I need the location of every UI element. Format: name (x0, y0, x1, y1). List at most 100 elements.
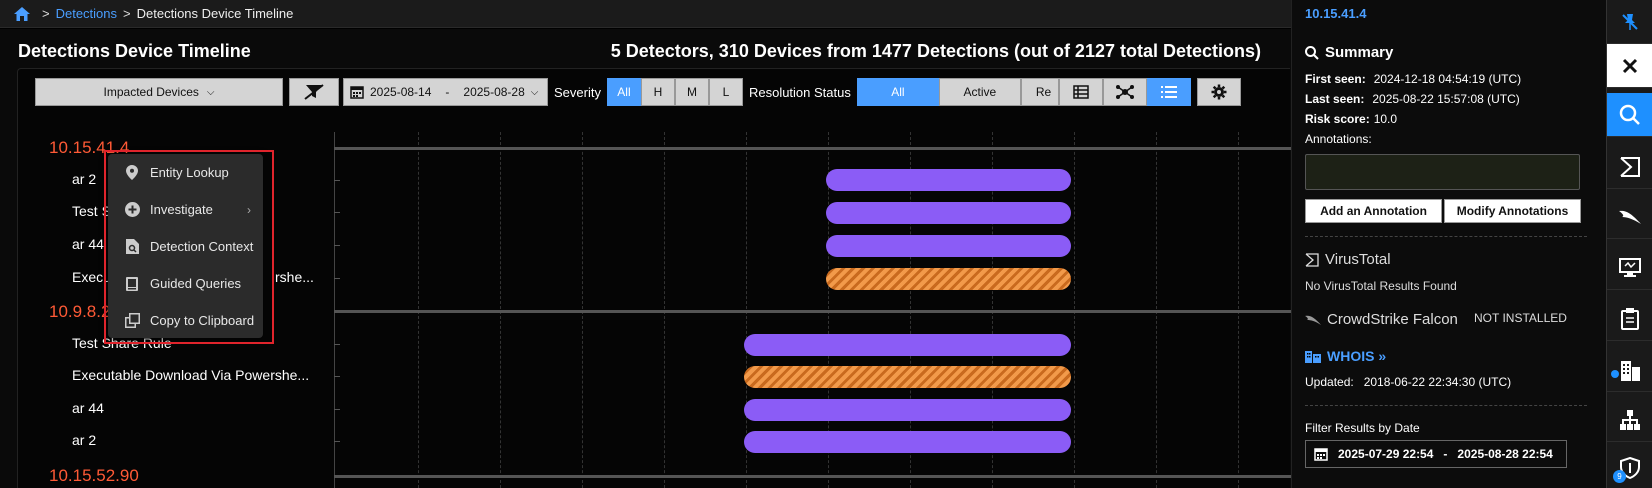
menu-detection-context[interactable]: Detection Context (108, 228, 263, 265)
filter-date-range[interactable]: 2025-07-29 22:54 - 2025-08-28 22:54 (1305, 440, 1567, 468)
detection-bar-hatched[interactable] (826, 268, 1071, 290)
menu-label: Detection Context (150, 239, 254, 254)
breadcrumb-current: Detections Device Timeline (136, 6, 294, 21)
row-tick (334, 245, 340, 246)
risk-score-value: 10.0 (1373, 112, 1398, 126)
network-tab[interactable] (1607, 398, 1652, 442)
whois-link[interactable]: WHOIS » (1305, 348, 1386, 364)
device-label[interactable]: 10.9.8.2 (49, 302, 111, 321)
clipboard-tab[interactable] (1607, 297, 1652, 341)
detector-label[interactable]: ar 44 (72, 236, 104, 252)
resolution-resolved[interactable]: Re (1020, 78, 1059, 106)
plus-circle-icon (124, 202, 140, 217)
virustotal-tab[interactable] (1607, 145, 1652, 189)
clipboard-icon (1621, 307, 1639, 330)
detection-bar[interactable] (826, 202, 1071, 224)
calendar-icon (350, 86, 364, 99)
detector-label[interactable]: ar 44 (72, 400, 104, 416)
filter-date-separator: - (1443, 447, 1448, 461)
resolution-label: Resolution Status (748, 84, 851, 100)
settings-button[interactable] (1196, 78, 1241, 106)
menu-guided-queries[interactable]: Guided Queries (108, 265, 263, 302)
summary-ip[interactable]: 10.15.41.4 (1305, 6, 1367, 21)
detection-bar-hatched[interactable] (744, 366, 1071, 388)
chevron-down-icon: ⌵ (530, 86, 539, 98)
view-dropdown-label: Impacted Devices (103, 85, 199, 99)
detection-bar[interactable] (826, 169, 1071, 191)
copy-icon (124, 313, 140, 328)
breadcrumb-detections-link[interactable]: Detections (55, 6, 118, 21)
device-label[interactable]: 10.15.52.90 (49, 466, 139, 485)
row-tick (334, 212, 340, 213)
detection-bar[interactable] (744, 399, 1071, 421)
home-icon[interactable] (14, 6, 30, 21)
virustotal-icon (1620, 156, 1640, 177)
virustotal-result: No VirusTotal Results Found (1305, 279, 1457, 293)
first-seen-value: 2024-12-18 04:54:19 (UTC) (1373, 72, 1522, 86)
detection-bar[interactable] (744, 431, 1071, 453)
annotations-field[interactable] (1305, 154, 1580, 190)
building-tab[interactable] (1607, 348, 1652, 392)
device-separator (334, 147, 1291, 150)
page-title: Detections Device Timeline (18, 41, 251, 61)
crowdstrike-tab[interactable] (1607, 195, 1652, 239)
monitor-tab[interactable] (1607, 246, 1652, 290)
resolution-active[interactable]: Active (938, 78, 1021, 106)
severity-medium[interactable]: M (674, 78, 709, 106)
breadcrumb-separator: > (123, 6, 131, 21)
close-button[interactable] (1607, 44, 1652, 88)
timeline-view-button[interactable] (1146, 78, 1191, 106)
toolbar: Impacted Devices ⌵ 2025-08-14 - 2025-08-… (35, 78, 1241, 106)
divider (1305, 236, 1587, 237)
menu-entity-lookup[interactable]: Entity Lookup (108, 154, 263, 191)
pin-off-button[interactable] (1607, 0, 1652, 44)
last-seen-value: 2025-08-22 15:57:08 (UTC) (1372, 92, 1520, 106)
device-separator (334, 475, 1291, 478)
detector-label[interactable]: Executable Download Via Powershe... (72, 367, 310, 383)
network-graph-icon (1115, 85, 1134, 99)
severity-all[interactable]: All (606, 78, 641, 106)
first-seen-label: First seen: (1305, 72, 1366, 86)
crowdstrike-status: NOT INSTALLED (1474, 311, 1567, 325)
search-icon (1305, 45, 1319, 60)
list-icon (1160, 86, 1177, 98)
date-separator: - (445, 85, 450, 99)
detector-label[interactable]: ar 2 (72, 432, 97, 448)
detection-bar[interactable] (744, 334, 1071, 356)
breadcrumb-separator: > (42, 6, 50, 21)
add-annotation-button[interactable]: Add an Annotation (1305, 199, 1442, 223)
crowdstrike-label: CrowdStrike Falcon (1327, 311, 1458, 328)
resolution-all[interactable]: All (856, 78, 939, 106)
shield-tab[interactable]: 9 (1607, 446, 1652, 488)
calendar-icon (1314, 448, 1328, 461)
device-separator (334, 310, 1291, 313)
filter-date-end: 2025-08-28 22:54 (1457, 447, 1553, 461)
clear-filter-button[interactable] (289, 78, 339, 106)
severity-high[interactable]: H (640, 78, 675, 106)
last-seen-label: Last seen: (1305, 92, 1365, 106)
book-icon (124, 276, 140, 291)
search-tab[interactable] (1607, 93, 1652, 137)
modify-annotations-button[interactable]: Modify Annotations (1444, 199, 1581, 223)
detector-label[interactable]: Execu (72, 269, 111, 285)
summary-panel: 10.15.41.4 Summary First seen: 2024-12-18… (1291, 0, 1606, 488)
status-dot (1611, 370, 1619, 378)
table-icon (1073, 85, 1089, 99)
graph-view-button[interactable] (1102, 78, 1147, 106)
date-range-picker[interactable]: 2025-08-14 - 2025-08-28 ⌵ (343, 78, 548, 106)
view-dropdown[interactable]: Impacted Devices ⌵ (35, 78, 283, 106)
device-label[interactable]: 10.15.41.4 (49, 138, 130, 157)
building-icon (1305, 351, 1321, 363)
severity-low[interactable]: L (708, 78, 743, 106)
table-view-button[interactable] (1058, 78, 1103, 106)
whois-updated-label: Updated: (1305, 375, 1354, 389)
context-menu: Entity Lookup Investigate › Detection Co… (108, 154, 263, 338)
notification-badge: 9 (1613, 470, 1626, 483)
search-icon (1619, 104, 1640, 125)
menu-investigate[interactable]: Investigate › (108, 191, 263, 228)
menu-copy-to-clipboard[interactable]: Copy to Clipboard (108, 302, 263, 339)
falcon-icon (1305, 315, 1321, 325)
detector-label[interactable]: ar 2 (72, 171, 97, 187)
detection-bar[interactable] (826, 235, 1071, 257)
annotations-label: Annotations: (1305, 132, 1372, 146)
